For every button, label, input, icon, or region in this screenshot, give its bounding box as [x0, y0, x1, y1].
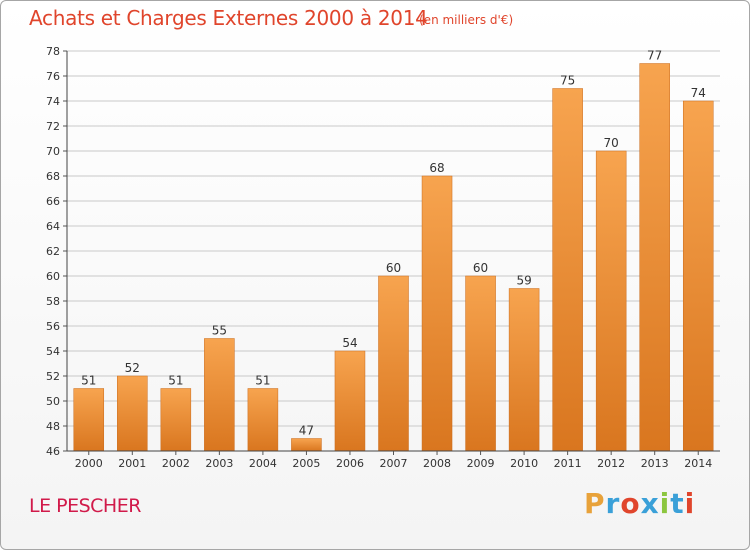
- logo-letter: o: [620, 487, 641, 520]
- bar-value-label: 51: [255, 374, 270, 388]
- x-tick-label: 2000: [75, 457, 103, 470]
- y-tick-label: 68: [46, 170, 60, 183]
- y-tick-label: 64: [46, 220, 60, 233]
- x-tick-label: 2012: [597, 457, 625, 470]
- chart-unit-note: (en milliers d'€): [419, 13, 514, 27]
- bar-2003: [204, 338, 235, 452]
- logo-letter: i: [684, 487, 696, 520]
- x-tick-label: 2001: [118, 457, 146, 470]
- x-tick-label: 2009: [467, 457, 495, 470]
- commune-name: LE PESCHER: [29, 495, 141, 517]
- bar-value-label: 74: [691, 86, 706, 100]
- logo-letter: P: [584, 487, 606, 520]
- y-tick-label: 56: [46, 320, 60, 333]
- bar-2010: [508, 288, 540, 452]
- bar-value-label: 70: [604, 136, 619, 150]
- y-tick-label: 62: [46, 245, 60, 258]
- bar-2008: [421, 175, 453, 452]
- bar-value-label: 51: [81, 374, 96, 388]
- x-tick-label: 2002: [162, 457, 190, 470]
- x-tick-label: 2005: [292, 457, 320, 470]
- y-tick-label: 60: [46, 270, 60, 283]
- bar-2005: [291, 438, 322, 452]
- x-tick-label: 2008: [423, 457, 451, 470]
- x-tick-label: 2010: [510, 457, 538, 470]
- bars: 51 52 51 55 51 47 54 60 68 60 59 75 70 77 74: [73, 49, 714, 452]
- logo-letter: i: [659, 487, 671, 520]
- bar-value-label: 52: [125, 361, 140, 375]
- logo-letter: x: [640, 487, 660, 520]
- bar-2012: [595, 150, 627, 452]
- y-tick-label: 58: [46, 295, 60, 308]
- x-tick-label: 2007: [380, 457, 408, 470]
- y-tick-label: 66: [46, 195, 60, 208]
- y-tick-label: 50: [46, 395, 60, 408]
- x-tick-label: 2003: [205, 457, 233, 470]
- bar-value-label: 54: [342, 336, 357, 350]
- bar-2007: [378, 275, 409, 452]
- y-tick-label: 76: [46, 70, 60, 83]
- x-tick-label: 2011: [554, 457, 582, 470]
- bar-2002: [160, 388, 192, 452]
- x-tick-label: 2004: [249, 457, 277, 470]
- bar-2014: [682, 100, 714, 452]
- bar-value-label: 59: [516, 274, 531, 288]
- x-tick-label: 2013: [641, 457, 669, 470]
- bar-value-label: 68: [429, 161, 444, 175]
- y-tick-label: 52: [46, 370, 60, 383]
- y-tick-label: 48: [46, 420, 60, 433]
- proxiti-logo: Proxiti: [584, 487, 695, 520]
- x-tick-label: 2014: [684, 457, 712, 470]
- bar-2009: [465, 275, 496, 452]
- y-tick-label: 70: [46, 145, 60, 158]
- y-tick-label: 72: [46, 120, 60, 133]
- y-tick-label: 78: [46, 45, 60, 58]
- bar-2000: [73, 388, 105, 452]
- bar-value-label: 60: [473, 261, 488, 275]
- bar-2011: [552, 88, 583, 452]
- y-tick-label: 54: [46, 345, 60, 358]
- y-tick-label: 74: [46, 95, 60, 108]
- x-tick-label: 2006: [336, 457, 364, 470]
- bar-value-label: 51: [168, 374, 183, 388]
- chart-title: Achats et Charges Externes 2000 à 2014: [29, 6, 428, 30]
- bar-2004: [247, 388, 279, 452]
- bar-value-label: 47: [299, 424, 314, 438]
- bar-value-label: 60: [386, 261, 401, 275]
- axes: 46 48 50 52 54 56 58 60 62 64 66 68 70 72 74 76 78 2000 20…: [46, 45, 720, 470]
- y-tick-label: 46: [46, 445, 60, 458]
- bar-value-label: 75: [560, 74, 575, 88]
- bar-2006: [334, 350, 366, 452]
- logo-letter: r: [605, 487, 621, 520]
- bar-2001: [117, 375, 148, 452]
- bar-value-label: 55: [212, 324, 227, 338]
- bar-2013: [639, 63, 670, 452]
- bar-value-label: 77: [647, 49, 662, 63]
- logo-letter: t: [670, 487, 685, 520]
